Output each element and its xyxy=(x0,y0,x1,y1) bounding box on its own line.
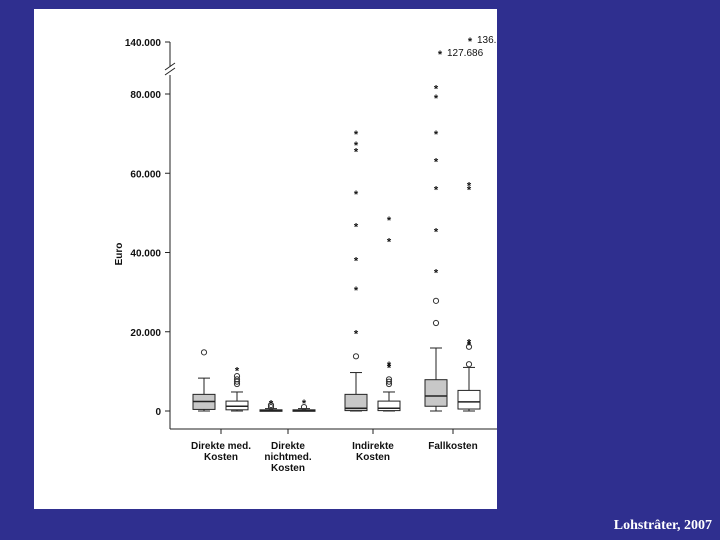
y-tick-label-break: 140.000 xyxy=(125,38,162,49)
outlier-star: * xyxy=(434,93,439,105)
boxplot-chart: 0 20.000 40.000 60.000 80.000 140.000 Euro Dire… xyxy=(114,35,497,474)
x-category-label: Kosten xyxy=(271,463,305,474)
outlier-star: * xyxy=(387,237,392,249)
outlier-star: * xyxy=(434,157,439,169)
outlier-star: * xyxy=(269,398,274,410)
y-tick-label: 40.000 xyxy=(130,249,161,260)
outlier-star: * xyxy=(434,184,439,196)
extreme-outlier-label: 136.996 xyxy=(477,35,497,46)
iqr-box xyxy=(457,389,481,410)
outlier-star: * xyxy=(302,398,307,410)
outlier-star: * xyxy=(467,180,472,192)
outlier-star: * xyxy=(434,226,439,238)
outlier-star: * xyxy=(434,129,439,141)
outlier-star: * xyxy=(467,340,472,352)
outlier-circle xyxy=(385,378,393,385)
iqr-box xyxy=(344,393,368,412)
axis-break-mark xyxy=(164,62,176,71)
axis-break-mark xyxy=(164,67,176,76)
outlier-star: * xyxy=(387,360,392,372)
y-axis-title: Euro xyxy=(114,243,125,266)
outlier-star: * xyxy=(387,215,392,227)
box-ig: * xyxy=(225,365,249,412)
outlier-star: * xyxy=(354,285,359,297)
x-category-label: nichtmed. xyxy=(264,452,311,463)
outlier-star: * xyxy=(434,268,439,280)
outlier-star: * xyxy=(467,184,472,196)
box-kg: ******* xyxy=(424,84,448,412)
box-ig: **** xyxy=(377,215,401,412)
outlier-star: * xyxy=(354,256,359,268)
outlier-star: * xyxy=(354,129,359,141)
extreme-outlier-star: * xyxy=(468,36,473,48)
outlier-circle xyxy=(432,297,440,304)
outlier-circle xyxy=(267,401,275,409)
box-ig: **** xyxy=(457,180,481,412)
outlier-star: * xyxy=(467,337,472,349)
outlier-circle xyxy=(233,376,241,383)
iqr-box xyxy=(377,400,401,412)
outlier-star: * xyxy=(354,140,359,152)
outlier-circle xyxy=(200,349,208,356)
outlier-circle xyxy=(352,353,360,360)
outlier-star: * xyxy=(354,222,359,234)
outlier-star: * xyxy=(434,84,439,96)
outlier-star: * xyxy=(387,363,392,375)
x-category-label: Kosten xyxy=(356,452,390,463)
y-tick-label: 20.000 xyxy=(130,328,161,339)
x-category-label: Indirekte xyxy=(352,441,394,452)
y-tick-label: 0 xyxy=(155,407,161,418)
outlier-circle xyxy=(432,319,440,327)
x-category-label: Kosten xyxy=(204,452,238,463)
x-category-label: Direkte med. xyxy=(191,441,251,452)
outlier-circle xyxy=(465,361,473,368)
outlier-star: * xyxy=(354,189,359,201)
outlier-circle xyxy=(385,376,393,383)
box-ig: * xyxy=(292,398,316,412)
box-kg xyxy=(192,349,216,412)
extreme-outlier-label: 127.686 xyxy=(447,48,484,59)
box-kg: ******** xyxy=(344,129,368,412)
outlier-star: * xyxy=(235,365,240,377)
y-tick-label: 80.000 xyxy=(130,90,161,101)
outlier-circle xyxy=(233,373,241,380)
outlier-circle xyxy=(300,403,308,411)
outlier-circle xyxy=(267,403,275,411)
x-category-label: Direkte xyxy=(271,441,305,452)
extreme-outlier-star: * xyxy=(438,49,443,61)
y-tick-label: 60.000 xyxy=(130,169,161,180)
outlier-star: * xyxy=(354,146,359,158)
iqr-box xyxy=(225,400,249,411)
outlier-star: * xyxy=(354,329,359,341)
slide-panel: 0 20.000 40.000 60.000 80.000 140.000 Euro Dire… xyxy=(34,9,497,509)
outlier-circle xyxy=(465,343,473,350)
box-kg: * xyxy=(259,398,283,412)
x-category-label: Fallkosten xyxy=(428,441,477,452)
credit-text: Lohstrâter, 2007 xyxy=(613,518,712,533)
iqr-box xyxy=(424,379,448,407)
